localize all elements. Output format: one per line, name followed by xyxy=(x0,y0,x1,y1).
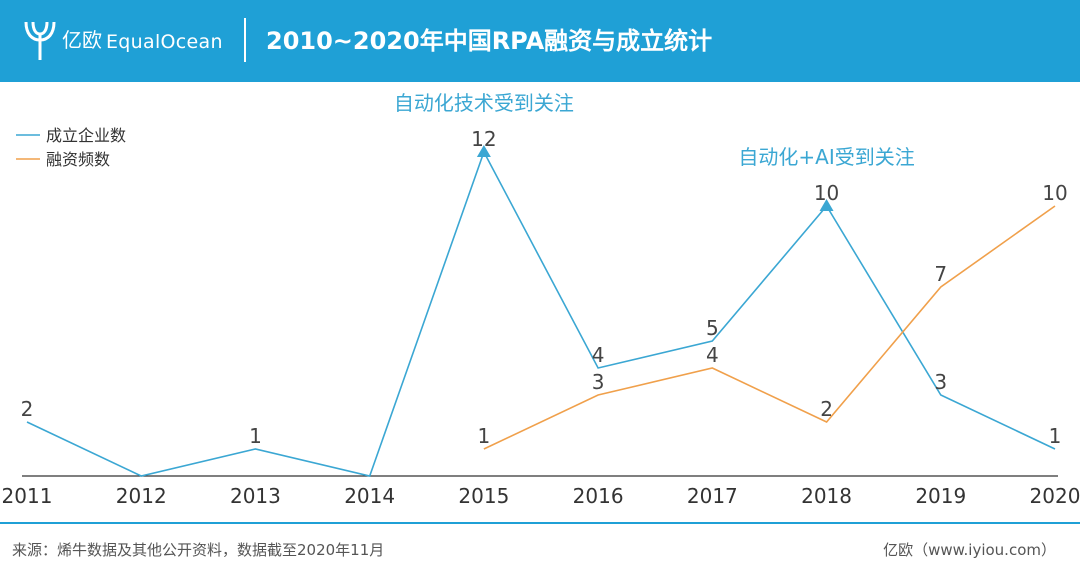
data-label: 4 xyxy=(592,343,605,367)
x-tick-label: 2013 xyxy=(230,484,281,508)
annotation-label: 自动化+AI受到关注 xyxy=(738,145,914,169)
data-label: 4 xyxy=(706,343,719,367)
x-tick-label: 2015 xyxy=(458,484,509,508)
line-chart: 2011 2012 2013 2014 2015 2016 2017 2018 2019 2020… xyxy=(2,91,1080,508)
peak-marker-icon xyxy=(476,145,491,157)
header-bar: 亿欧 EqualOcean 2010~2020年中国RPA融资与成立统计 xyxy=(0,0,1080,82)
annotation-label: 自动化技术受到关注 xyxy=(394,91,574,115)
x-tick-label: 2017 xyxy=(687,484,738,508)
x-tick-label: 2012 xyxy=(116,484,167,508)
data-label: 3 xyxy=(934,370,947,394)
legend-label: 成立企业数 xyxy=(46,126,126,145)
logo-text-cn: 亿欧 xyxy=(62,28,102,52)
x-tick-label: 2016 xyxy=(573,484,624,508)
page-title: 2010~2020年中国RPA融资与成立统计 xyxy=(266,27,713,55)
peak-marker-icon xyxy=(819,199,834,211)
header-divider xyxy=(244,18,246,62)
x-tick-label: 2019 xyxy=(915,484,966,508)
x-tick-label: 2020 xyxy=(1030,484,1080,508)
x-tick-label: 2014 xyxy=(344,484,395,508)
data-label: 1 xyxy=(1049,424,1062,448)
footer-divider xyxy=(0,522,1080,524)
x-tick-label: 2011 xyxy=(2,484,53,508)
logo-text-en: EqualOcean xyxy=(106,31,223,53)
data-label: 1 xyxy=(478,424,491,448)
data-label: 5 xyxy=(706,316,719,340)
footer-credit: 亿欧（www.iyiou.com） xyxy=(883,541,1056,559)
data-label: 10 xyxy=(1042,181,1067,205)
x-tick-label: 2018 xyxy=(801,484,852,508)
data-label: 2 xyxy=(820,397,833,421)
data-label: 2 xyxy=(21,397,34,421)
footer-source: 来源：烯牛数据及其他公开资料，数据截至2020年11月 xyxy=(12,541,385,559)
legend-label: 融资频数 xyxy=(46,150,110,169)
series-line-2 xyxy=(483,205,1056,450)
data-label: 7 xyxy=(934,262,947,286)
data-label: 3 xyxy=(592,370,605,394)
equalocean-logo-icon xyxy=(24,21,56,60)
data-label: 1 xyxy=(249,424,262,448)
series-line-1 xyxy=(26,150,1056,477)
